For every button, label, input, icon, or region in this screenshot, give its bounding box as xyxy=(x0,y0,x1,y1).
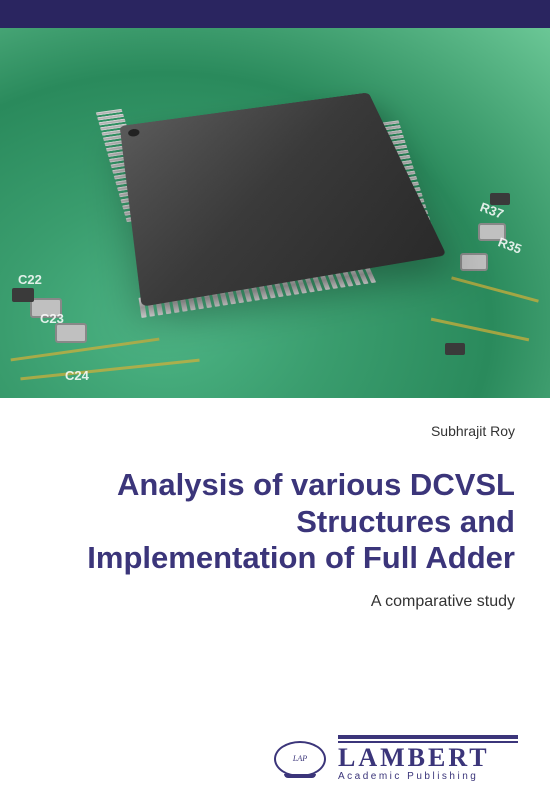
publisher-rule xyxy=(338,735,518,739)
publisher-block: LAP LAMBERT Academic Publishing xyxy=(274,735,518,782)
book-subtitle: A comparative study xyxy=(60,593,515,611)
logo-text: LAP xyxy=(293,754,307,763)
cover-image: C22 C23 C24 R37 R35 xyxy=(0,28,550,398)
author-name: Subhrajit Roy xyxy=(60,423,515,439)
book-title: Analysis of various DCVSL Structures and… xyxy=(60,467,515,577)
silk-label: C23 xyxy=(40,311,64,326)
text-block: Subhrajit Roy Analysis of various DCVSL … xyxy=(60,423,515,611)
pcb-pad xyxy=(55,323,87,343)
publisher-logo: LAP xyxy=(274,741,326,777)
publisher-name: LAMBERT xyxy=(338,745,518,771)
top-accent-bar xyxy=(0,0,550,28)
publisher-tagline: Academic Publishing xyxy=(338,771,518,782)
silk-label: C22 xyxy=(18,272,42,287)
smd-component xyxy=(445,343,465,355)
smd-component xyxy=(12,288,34,302)
publisher-text: LAMBERT Academic Publishing xyxy=(338,735,518,782)
pcb-pad xyxy=(460,253,488,271)
silk-label: C24 xyxy=(65,368,89,383)
